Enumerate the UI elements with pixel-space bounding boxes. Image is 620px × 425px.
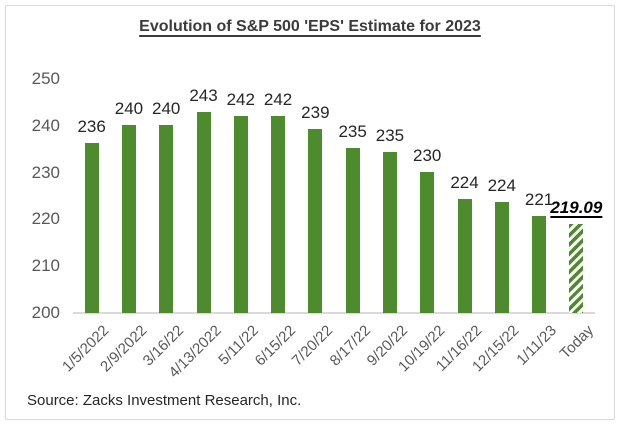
bar-value-label: 230 xyxy=(413,145,442,165)
y-axis-tick-label: 200 xyxy=(31,303,60,322)
bar-value-label: 236 xyxy=(77,116,106,136)
bar xyxy=(420,171,435,313)
bar xyxy=(457,198,472,313)
chart-title: Evolution of S&P 500 'EPS' Estimate for … xyxy=(139,18,481,35)
x-axis-tick-label: 6/15/22 xyxy=(251,322,300,370)
bar xyxy=(233,115,248,313)
bar-value-label: 240 xyxy=(114,99,144,119)
bar xyxy=(121,125,136,313)
y-axis-tick-label: 230 xyxy=(31,162,60,182)
bar xyxy=(308,129,323,313)
bar-hatched-today xyxy=(569,223,584,313)
bar-value-label: 235 xyxy=(375,125,405,145)
x-axis-tick-label: 8/17/22 xyxy=(326,322,374,370)
bar-value-label: 242 xyxy=(226,89,255,109)
y-axis-tick-label: 250 xyxy=(31,69,60,88)
source-note: Source: Zacks Investment Research, Inc. xyxy=(27,392,302,409)
bar-value-label: 221 xyxy=(524,189,554,209)
bar-value-label: 240 xyxy=(152,98,181,118)
bar xyxy=(271,115,286,313)
y-axis-tick-label: 210 xyxy=(31,256,60,276)
bar xyxy=(159,124,174,313)
y-axis-tick-label: 220 xyxy=(31,209,60,229)
bar-value-label: 243 xyxy=(189,86,218,106)
x-axis-tick-label: 7/20/22 xyxy=(288,322,337,370)
bar xyxy=(84,142,99,313)
bar-value-label-final: 219.09 xyxy=(550,197,603,217)
bar xyxy=(494,202,509,313)
y-axis-tick-label: 240 xyxy=(31,115,60,135)
bar-value-label: 242 xyxy=(263,89,293,109)
x-axis-line xyxy=(73,312,595,314)
x-axis-tick-label: 5/11/22 xyxy=(215,322,262,369)
bar-value-label: 239 xyxy=(301,103,330,123)
x-axis-tick-label: 1/11/23 xyxy=(513,322,561,369)
bar xyxy=(532,215,547,313)
bar xyxy=(382,151,397,313)
bar xyxy=(345,147,360,313)
bar-value-label: 224 xyxy=(450,172,479,192)
bar-value-label: 224 xyxy=(487,176,516,196)
x-axis-tick-label: Today xyxy=(557,322,598,363)
bar-value-label: 235 xyxy=(338,121,367,141)
bar xyxy=(196,112,211,313)
